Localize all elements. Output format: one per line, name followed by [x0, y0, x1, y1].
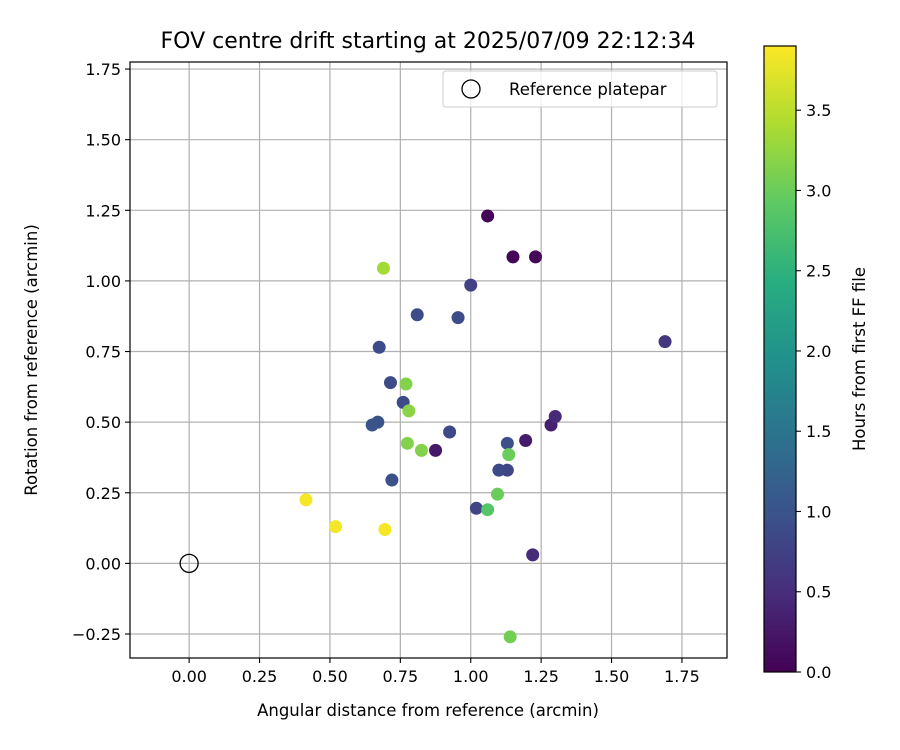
colorbar-tick-label: 0.5 — [806, 583, 831, 602]
plot-frame — [129, 61, 728, 659]
y-tick-label: −0.25 — [72, 625, 121, 644]
data-point — [481, 503, 495, 517]
chart-title: FOV centre drift starting at 2025/07/09 … — [161, 29, 696, 54]
y-tick-label: 1.25 — [85, 201, 121, 220]
data-point — [402, 404, 416, 418]
data-point — [414, 443, 428, 457]
data-point — [383, 376, 397, 390]
grid-lines — [130, 62, 727, 658]
y-tick-label: 0.50 — [85, 413, 121, 432]
x-tick-label: 0.75 — [383, 667, 419, 686]
reference-platepar-marker — [179, 553, 199, 574]
colorbar-tick-label: 1.5 — [806, 422, 831, 441]
legend: Reference platepar — [442, 70, 718, 108]
data-point — [526, 548, 540, 562]
x-tick-label: 1.50 — [594, 667, 630, 686]
data-point — [376, 261, 390, 275]
data-point — [500, 436, 514, 450]
colorbar-tick-label: 2.0 — [806, 342, 831, 361]
x-tick-label: 0.00 — [171, 667, 207, 686]
data-point — [329, 520, 343, 534]
data-point — [443, 425, 457, 439]
data-points — [299, 209, 672, 644]
x-tick-label: 1.25 — [523, 667, 559, 686]
y-tick-label: 1.75 — [85, 60, 121, 79]
data-point — [502, 448, 516, 462]
x-tick-label: 0.25 — [242, 667, 278, 686]
x-tick-label: 1.75 — [664, 667, 700, 686]
data-point — [658, 335, 672, 349]
colorbar-ticks: 0.0 0.5 1.0 1.5 2.0 2.5 3.0 3.5 — [796, 101, 831, 682]
data-point — [492, 463, 506, 477]
data-point — [481, 209, 495, 223]
colorbar-tick-label: 1.0 — [806, 502, 831, 521]
y-axis-label: Rotation from reference (arcmin) — [22, 224, 41, 496]
colorbar-frame — [763, 45, 797, 673]
data-point — [451, 311, 465, 325]
legend-entry-reference: Reference platepar — [509, 80, 667, 99]
x-axis-label: Angular distance from reference (arcmin) — [257, 701, 599, 720]
data-point — [378, 522, 392, 536]
colorbar-tick-label: 3.5 — [806, 101, 831, 120]
data-point — [410, 308, 424, 322]
y-axis-ticks: −0.25 0.00 0.25 0.50 0.75 1.00 1.25 1.50 1.75 — [72, 60, 130, 644]
data-point — [506, 250, 520, 264]
colorbar-tick-label: 0.0 — [806, 663, 831, 682]
data-point — [519, 434, 533, 448]
data-point — [299, 493, 313, 507]
data-point — [548, 409, 562, 423]
colorbar-tick-label: 3.0 — [806, 181, 831, 200]
x-axis-ticks: 0.00 0.25 0.50 0.75 1.00 1.25 1.50 1.75 — [171, 658, 700, 686]
y-tick-label: 0.25 — [85, 484, 121, 503]
data-point — [372, 340, 386, 354]
colorbar-label: Hours from first FF file — [850, 267, 869, 451]
data-point — [400, 436, 414, 450]
data-point — [385, 473, 399, 487]
x-tick-label: 0.50 — [312, 667, 348, 686]
data-point — [503, 630, 517, 644]
legend-box — [442, 70, 718, 108]
data-point — [429, 443, 443, 457]
y-tick-label: 1.50 — [85, 131, 121, 150]
colorbar-tick-label: 2.5 — [806, 262, 831, 281]
colorbar: 0.0 0.5 1.0 1.5 2.0 2.5 3.0 3.5 Hours from firs… — [763, 45, 869, 682]
legend-open-circle-icon — [461, 79, 481, 99]
y-tick-label: 1.00 — [85, 272, 121, 291]
y-tick-label: 0.00 — [85, 554, 121, 573]
data-point — [529, 250, 543, 264]
data-point — [464, 278, 478, 292]
data-point — [371, 415, 385, 429]
data-point — [399, 377, 413, 391]
data-point — [469, 501, 483, 515]
x-tick-label: 1.00 — [453, 667, 489, 686]
colorbar-gradient — [764, 46, 796, 672]
data-point — [490, 487, 504, 501]
y-tick-label: 0.75 — [85, 343, 121, 362]
